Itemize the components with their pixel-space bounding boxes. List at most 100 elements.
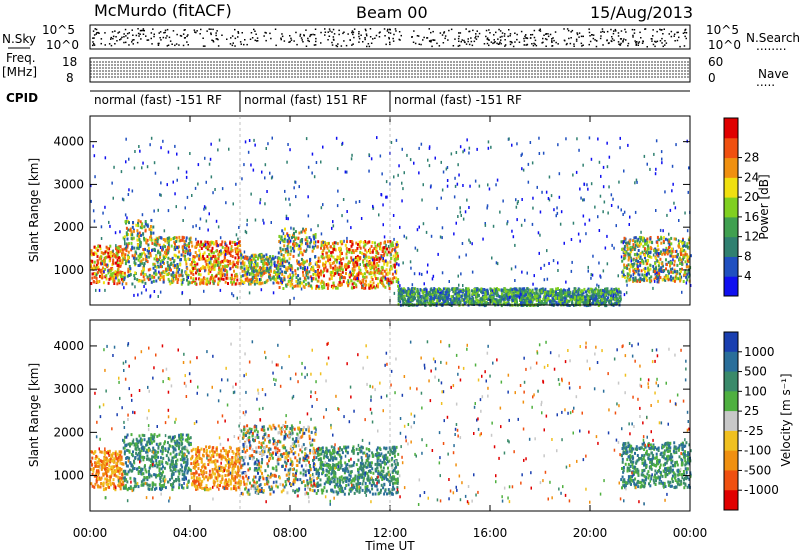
- data-cell: [116, 273, 119, 277]
- data-cell: [422, 296, 425, 300]
- data-cell: [167, 256, 170, 260]
- data-cell: [354, 260, 357, 264]
- data-cell: [627, 274, 630, 278]
- noise-sample: [418, 43, 420, 45]
- data-cell: [639, 240, 641, 244]
- data-cell: [136, 229, 139, 233]
- noise-sample: [547, 33, 549, 35]
- noise-sample: [447, 39, 449, 41]
- data-cell: [395, 280, 398, 283]
- data-cell: [285, 249, 288, 253]
- data-cell: [254, 269, 257, 273]
- data-cell: [134, 271, 137, 275]
- data-cell: [541, 287, 544, 291]
- data-cell: [142, 257, 145, 261]
- data-cell: [162, 277, 165, 281]
- data-cell: [372, 281, 375, 285]
- noise-sample: [180, 35, 183, 37]
- noise-sample: [153, 33, 155, 35]
- data-cell: [303, 285, 306, 289]
- data-cell: [649, 237, 652, 241]
- data-cell: [471, 289, 473, 293]
- data-cell: [213, 275, 216, 279]
- noise-sample: [237, 31, 239, 33]
- noise-sample: [575, 40, 578, 42]
- data-cell: [293, 249, 296, 253]
- data-cell: [356, 246, 359, 250]
- data-cell: [618, 295, 621, 299]
- data-cell: [406, 302, 409, 306]
- data-cell: [571, 299, 574, 303]
- noise-sample: [603, 31, 605, 33]
- data-cell: [527, 297, 530, 301]
- data-cell: [192, 260, 195, 264]
- data-cell: [379, 241, 382, 245]
- data-cell: [484, 292, 487, 296]
- noise-sample: [327, 39, 329, 41]
- data-cell: [173, 247, 176, 251]
- data-cell: [323, 246, 326, 250]
- data-cell: [119, 245, 122, 249]
- data-cell: [629, 248, 632, 252]
- noise-sample: [169, 40, 172, 42]
- data-cell: [211, 280, 214, 283]
- data-cell: [584, 299, 587, 302]
- data-cell: [371, 286, 374, 290]
- noise-sample: [431, 45, 433, 48]
- data-cell: [476, 295, 479, 299]
- data-cell: [458, 295, 461, 299]
- data-cell: [350, 271, 353, 275]
- data-cell: [289, 245, 292, 249]
- data-cell: [448, 302, 451, 306]
- data-cell: [643, 254, 646, 257]
- noise-sample: [433, 39, 436, 41]
- data-cell: [523, 287, 526, 291]
- data-cell: [679, 272, 681, 276]
- noise-sample: [353, 36, 355, 39]
- data-cell: [153, 238, 156, 242]
- noise-sample: [392, 40, 395, 42]
- data-cell: [535, 291, 538, 295]
- data-cell: [471, 292, 474, 296]
- data-cell: [361, 272, 364, 276]
- data-cell: [322, 270, 325, 274]
- data-cell: [199, 282, 202, 286]
- data-cell: [424, 299, 426, 303]
- noise-traces: [92, 28, 688, 48]
- data-cell: [428, 290, 431, 294]
- noise-sample: [309, 35, 311, 38]
- data-cell: [498, 295, 501, 299]
- data-cell: [385, 195, 387, 199]
- data-cell: [328, 277, 331, 281]
- data-cell: [149, 225, 152, 228]
- data-cell: [604, 298, 607, 302]
- data-cell: [302, 273, 305, 277]
- data-cell: [312, 265, 315, 269]
- data-cell: [385, 272, 388, 276]
- data-cell: [495, 288, 498, 292]
- data-cell: [199, 278, 202, 282]
- data-cell: [646, 269, 649, 272]
- data-cell: [586, 299, 589, 303]
- data-cell: [201, 266, 204, 270]
- data-cell: [657, 248, 660, 252]
- noise-sample: [184, 29, 186, 31]
- data-cell: [522, 301, 525, 305]
- data-cell: [578, 148, 580, 152]
- data-cell: [206, 255, 209, 259]
- data-cell: [613, 292, 616, 296]
- data-cell: [188, 245, 190, 249]
- data-cell: [455, 287, 458, 291]
- data-cell: [154, 269, 157, 273]
- noise-sample: [486, 42, 489, 45]
- data-cell: [155, 265, 158, 269]
- noise-sample: [551, 41, 553, 43]
- noise-sample: [651, 40, 653, 42]
- data-cell: [661, 278, 664, 282]
- noise-sample: [398, 31, 401, 33]
- noise-sample: [588, 28, 590, 30]
- data-cell: [554, 295, 557, 299]
- data-cell: [291, 276, 294, 280]
- data-cell: [535, 299, 538, 303]
- data-cell: [348, 273, 351, 277]
